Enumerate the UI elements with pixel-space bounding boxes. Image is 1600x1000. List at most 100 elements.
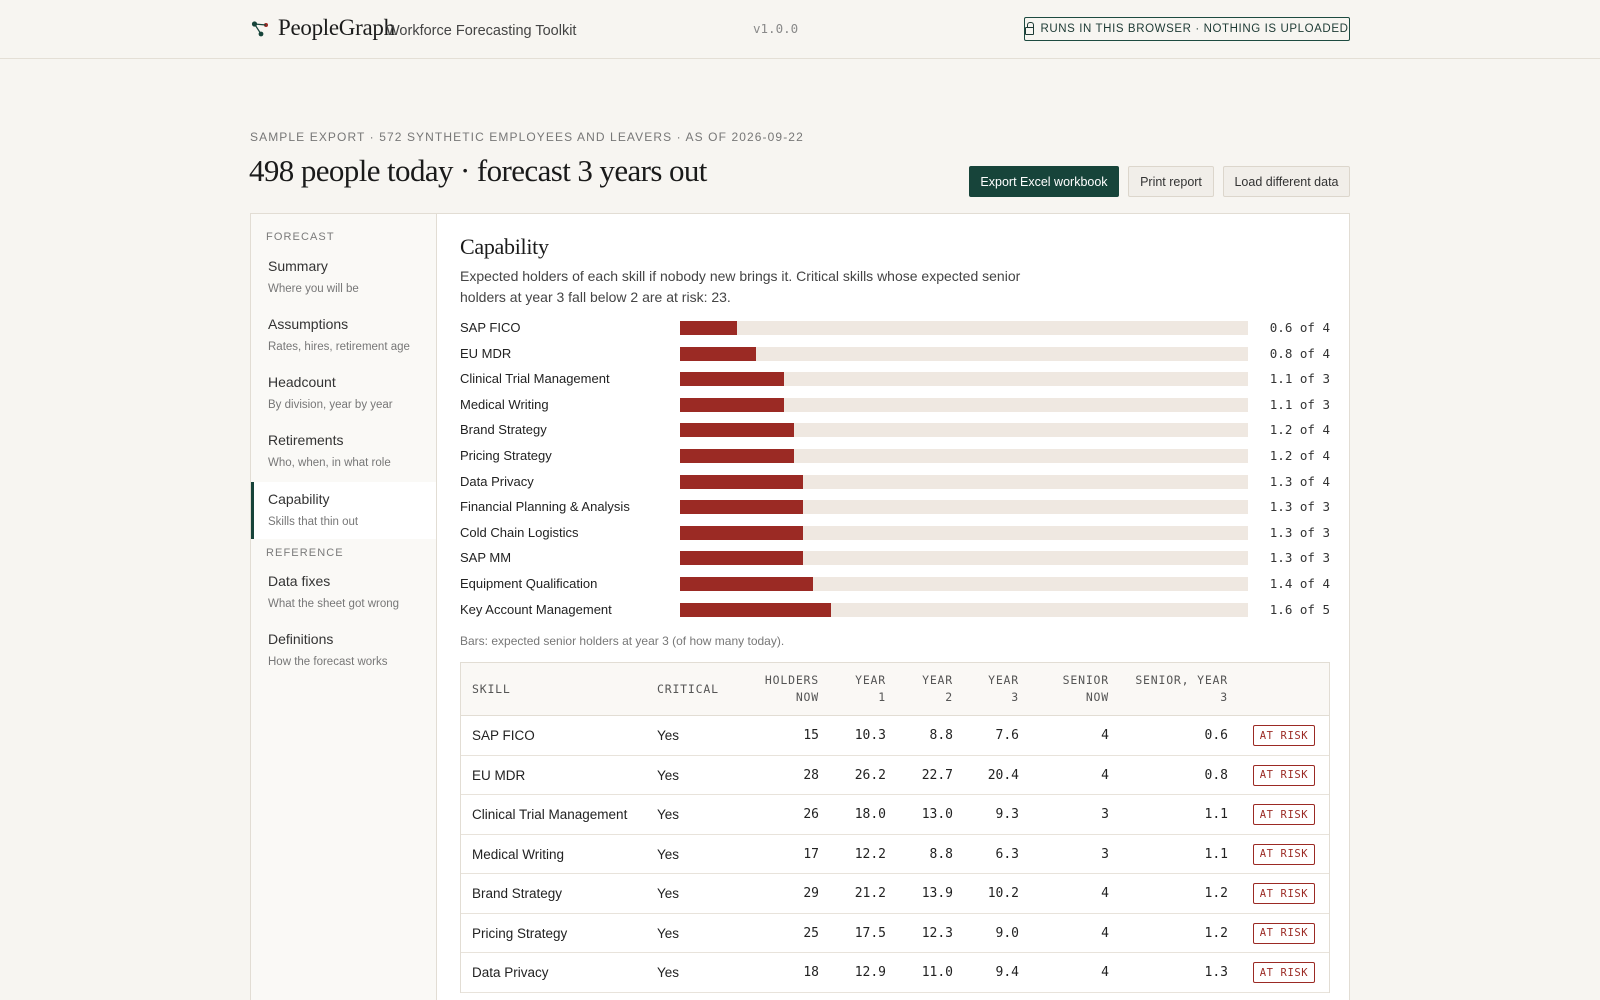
skill-bar-track (680, 500, 1248, 515)
skill-bar-row: Financial Planning & Analysis 1.3 of 3 (460, 497, 1330, 517)
skill-bar-track (680, 449, 1248, 463)
privacy-badge-label: RUNS IN THIS BROWSER · NOTHING IS UPLOAD… (1040, 23, 1349, 35)
cell-critical: Yes (657, 886, 680, 901)
skill-bar-value: 1.3 of 3 (1269, 499, 1330, 515)
cell-year2: 8.8 (929, 846, 953, 862)
nav-section-reference: REFERENCE (266, 547, 344, 559)
skill-bar-value: 0.6 of 4 (1269, 320, 1330, 335)
cell-year2: 22.7 (921, 767, 953, 783)
export-excel-button[interactable]: Export Excel workbook (969, 166, 1119, 197)
skill-bar-label: Medical Writing (460, 396, 549, 412)
cell-year3: 10.2 (987, 886, 1019, 901)
cell-year1: 26.2 (854, 767, 886, 783)
cell-senior-now: 3 (1101, 846, 1109, 862)
capability-table: SKILL CRITICAL HOLDERS NOW YEAR 1 YEAR 2… (460, 662, 1330, 993)
cell-senior-year3: 1.2 (1204, 925, 1228, 941)
skill-bar-fill (680, 346, 756, 361)
skill-bar-row: EU MDR 0.8 of 4 (460, 344, 1330, 364)
skill-bar-value: 1.2 of 4 (1269, 448, 1330, 463)
cell-holders-now: 15 (803, 728, 819, 743)
skill-bar-track (680, 423, 1248, 438)
sidebar-item-sublabel: Who, when, in what role (268, 457, 391, 469)
col-year2-line2: 2 (945, 690, 953, 704)
cell-year1: 21.2 (854, 886, 886, 901)
at-risk-badge: AT RISK (1253, 922, 1315, 944)
bars-note: Bars: expected senior holders at year 3 … (460, 634, 785, 648)
dataset-eyebrow: SAMPLE EXPORT · 572 SYNTHETIC EMPLOYEES … (250, 130, 804, 144)
sidebar-item-summary[interactable]: Summary Where you will be (251, 249, 436, 306)
sidebar-item-sublabel: Skills that thin out (268, 516, 359, 528)
at-risk-badge: AT RISK (1253, 725, 1315, 746)
sidebar-item-label: Retirements (268, 432, 344, 448)
cell-holders-now: 25 (803, 925, 819, 941)
cell-year3: 9.3 (995, 807, 1019, 822)
cell-skill: Pricing Strategy (472, 925, 568, 941)
sidebar-item-headcount[interactable]: Headcount By division, year by year (251, 365, 436, 422)
skill-bar-value: 1.1 of 3 (1269, 371, 1330, 387)
skill-bar-label: SAP MM (460, 550, 512, 566)
sidebar-item-data-fixes[interactable]: Data fixes What the sheet got wrong (251, 564, 436, 621)
cell-senior-year3: 1.3 (1204, 965, 1228, 980)
skill-bar-track (680, 372, 1248, 387)
sidebar-item-retirements[interactable]: Retirements Who, when, in what role (251, 423, 436, 480)
skill-bar-fill (680, 577, 813, 591)
cell-senior-year3: 1.1 (1204, 807, 1228, 822)
col-holders-now: HOLDERS NOW (741, 672, 819, 706)
skill-bar-track (680, 525, 1248, 540)
cell-critical: Yes (657, 728, 680, 743)
skill-bar-label: Cold Chain Logistics (460, 524, 579, 540)
cell-senior-year3: 1.2 (1204, 886, 1228, 901)
page-title: 498 people today · forecast 3 years out (249, 153, 707, 188)
nav-section-forecast: FORECAST (266, 231, 335, 243)
cell-skill: Data Privacy (472, 965, 549, 980)
skill-bar-track (680, 602, 1248, 617)
cell-year3: 6.3 (995, 846, 1019, 862)
sidebar-item-assumptions[interactable]: Assumptions Rates, hires, retirement age (251, 307, 436, 364)
logo-icon (251, 21, 268, 37)
table-row: Brand Strategy Yes 29 21.2 13.9 10.2 4 1.2 AT RI… (461, 874, 1329, 914)
skill-bar-value: 1.1 of 3 (1269, 396, 1330, 412)
cell-year2: 13.9 (921, 886, 953, 901)
skill-bar-label: Equipment Qualification (460, 576, 598, 591)
skill-bar-value: 1.4 of 4 (1269, 576, 1330, 591)
col-senior-now: SENIOR NOW (1031, 672, 1109, 706)
at-risk-badge: AT RISK (1253, 764, 1315, 786)
col-skill: SKILL (472, 682, 511, 696)
at-risk-badge: AT RISK (1253, 962, 1315, 983)
cell-year1: 12.9 (854, 965, 886, 980)
cell-year2: 8.8 (929, 728, 953, 743)
col-year3-line2: 3 (1011, 690, 1019, 704)
skill-bar-value: 1.2 of 4 (1269, 422, 1330, 438)
skill-bar-row: SAP FICO 0.6 of 4 (460, 318, 1330, 338)
skill-bar-value: 1.6 of 5 (1269, 601, 1330, 617)
table-header: SKILL CRITICAL HOLDERS NOW YEAR 1 YEAR 2… (461, 663, 1329, 716)
sidebar-item-definitions[interactable]: Definitions How the forecast works (251, 622, 436, 679)
print-report-button[interactable]: Print report (1128, 166, 1214, 197)
skill-bar-label: Financial Planning & Analysis (460, 499, 630, 515)
sidebar-item-label: Definitions (268, 631, 334, 647)
sidebar-item-sublabel: By division, year by year (268, 399, 393, 411)
skill-bar-label: EU MDR (460, 345, 512, 361)
cell-holders-now: 29 (803, 886, 819, 901)
cell-year1: 17.5 (854, 925, 886, 941)
table-row: Clinical Trial Management Yes 26 18.0 13.0 9.… (461, 795, 1329, 835)
skill-bar-label: Data Privacy (460, 473, 534, 489)
load-data-button[interactable]: Load different data (1223, 166, 1350, 197)
sidebar-item-label: Assumptions (268, 316, 349, 332)
skill-bar-row: Medical Writing 1.1 of 3 (460, 395, 1330, 415)
col-year3-line1: YEAR (988, 673, 1019, 687)
col-year1-line2: 1 (878, 690, 886, 704)
sidebar-item-sublabel: Rates, hires, retirement age (268, 341, 410, 353)
sidebar-item-capability[interactable]: Capability Skills that thin out (251, 482, 436, 539)
col-senior-year3: SENIOR, YEAR 3 (1121, 672, 1228, 706)
sidebar-item-sublabel: What the sheet got wrong (268, 598, 400, 610)
skill-bar-label: Pricing Strategy (460, 448, 552, 463)
sidebar-nav: FORECAST Summary Where you will be Assum… (251, 214, 437, 1000)
col-senior-now-line2: NOW (1085, 690, 1109, 704)
skill-bar-value: 1.3 of 3 (1269, 524, 1330, 540)
cell-senior-year3: 0.6 (1204, 728, 1228, 743)
sidebar-item-sublabel: How the forecast works (268, 656, 388, 668)
sidebar-item-sublabel: Where you will be (268, 283, 359, 295)
skill-bar-fill (680, 602, 832, 617)
skill-bar-row: Clinical Trial Management 1.1 of 3 (460, 369, 1330, 389)
